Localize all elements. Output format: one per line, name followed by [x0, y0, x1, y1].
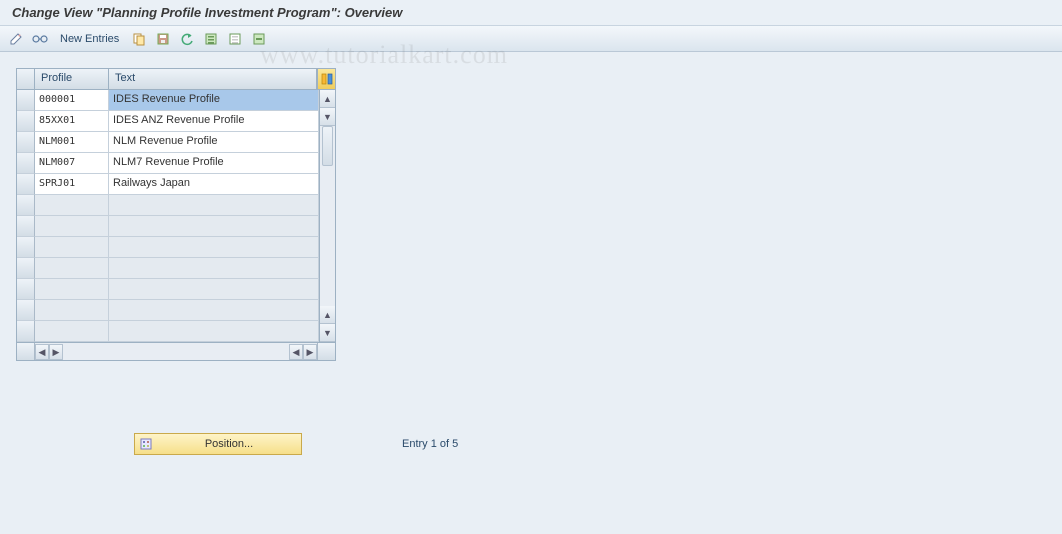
row-handle[interactable]: [17, 300, 35, 321]
table-row: [17, 237, 319, 258]
cell-profile[interactable]: [35, 300, 109, 321]
row-handle[interactable]: [17, 174, 35, 195]
scroll-thumb[interactable]: [322, 126, 333, 166]
table-row: [17, 321, 319, 342]
cell-text[interactable]: [109, 258, 319, 279]
row-handle[interactable]: [17, 237, 35, 258]
cell-text[interactable]: [109, 279, 319, 300]
scroll-up-step-icon[interactable]: ▲: [320, 306, 335, 324]
cell-text[interactable]: IDES Revenue Profile: [109, 90, 319, 111]
cell-text[interactable]: Railways Japan: [109, 174, 319, 195]
cell-profile[interactable]: NLM007: [35, 153, 109, 174]
delete-icon[interactable]: [249, 29, 269, 49]
row-handle[interactable]: [17, 195, 35, 216]
table-row: NLM001NLM Revenue Profile: [17, 132, 319, 153]
cell-profile[interactable]: [35, 237, 109, 258]
cell-profile[interactable]: [35, 279, 109, 300]
toolbar: New Entries: [0, 26, 1062, 52]
row-handle[interactable]: [17, 321, 35, 342]
cell-profile[interactable]: 000001: [35, 90, 109, 111]
row-handle[interactable]: [17, 153, 35, 174]
undo-icon[interactable]: [177, 29, 197, 49]
row-handle[interactable]: [17, 132, 35, 153]
table-row: [17, 216, 319, 237]
glasses-icon[interactable]: [30, 29, 50, 49]
select-all-icon[interactable]: [201, 29, 221, 49]
row-handle[interactable]: [17, 258, 35, 279]
copy-icon[interactable]: [129, 29, 149, 49]
row-handle[interactable]: [17, 111, 35, 132]
cell-profile[interactable]: [35, 321, 109, 342]
cell-profile[interactable]: [35, 195, 109, 216]
column-header-profile[interactable]: Profile: [35, 69, 109, 89]
row-handle[interactable]: [17, 90, 35, 111]
scroll-down-step-icon[interactable]: ▼: [320, 108, 335, 126]
page-title: Change View "Planning Profile Investment…: [0, 0, 1062, 26]
table-settings-icon[interactable]: [317, 69, 335, 89]
scroll-down-icon[interactable]: ▼: [320, 324, 335, 342]
cell-text[interactable]: NLM7 Revenue Profile: [109, 153, 319, 174]
position-button-label: Position...: [157, 438, 301, 450]
cell-text[interactable]: [109, 237, 319, 258]
table-row: 85XX01IDES ANZ Revenue Profile: [17, 111, 319, 132]
table-row: SPRJ01Railways Japan: [17, 174, 319, 195]
hscroll-right-icon[interactable]: ▶: [49, 344, 63, 360]
table-row: 000001IDES Revenue Profile: [17, 90, 319, 111]
cell-text[interactable]: [109, 216, 319, 237]
cell-text[interactable]: [109, 321, 319, 342]
hscroll-left2-icon[interactable]: ◀: [289, 344, 303, 360]
column-header-text[interactable]: Text: [109, 69, 317, 89]
cell-profile[interactable]: 85XX01: [35, 111, 109, 132]
table-row: [17, 258, 319, 279]
row-handle[interactable]: [17, 216, 35, 237]
table-row: [17, 279, 319, 300]
cell-text[interactable]: [109, 300, 319, 321]
new-entries-button[interactable]: New Entries: [54, 33, 125, 45]
horizontal-scrollbar[interactable]: ◀ ▶ ◀ ▶: [17, 342, 335, 360]
vertical-scrollbar[interactable]: ▲ ▼ ▲ ▼: [319, 90, 335, 342]
table-row: [17, 195, 319, 216]
hscroll-right2-icon[interactable]: ▶: [303, 344, 317, 360]
cell-profile[interactable]: NLM001: [35, 132, 109, 153]
cell-text[interactable]: IDES ANZ Revenue Profile: [109, 111, 319, 132]
save-icon[interactable]: [153, 29, 173, 49]
profile-table: Profile Text 000001IDES Revenue Profile8…: [16, 68, 336, 361]
cell-profile[interactable]: SPRJ01: [35, 174, 109, 195]
row-selector-header[interactable]: [17, 69, 35, 89]
scroll-up-icon[interactable]: ▲: [320, 90, 335, 108]
cell-text[interactable]: [109, 195, 319, 216]
cell-text[interactable]: NLM Revenue Profile: [109, 132, 319, 153]
cell-profile[interactable]: [35, 216, 109, 237]
toggle-display-change-icon[interactable]: [6, 29, 26, 49]
row-handle[interactable]: [17, 279, 35, 300]
table-row: NLM007NLM7 Revenue Profile: [17, 153, 319, 174]
scroll-track[interactable]: [320, 126, 335, 306]
entry-status-text: Entry 1 of 5: [402, 438, 458, 450]
deselect-all-icon[interactable]: [225, 29, 245, 49]
table-row: [17, 300, 319, 321]
position-button[interactable]: Position...: [134, 433, 302, 455]
hscroll-left-icon[interactable]: ◀: [35, 344, 49, 360]
cell-profile[interactable]: [35, 258, 109, 279]
position-icon: [135, 437, 157, 451]
